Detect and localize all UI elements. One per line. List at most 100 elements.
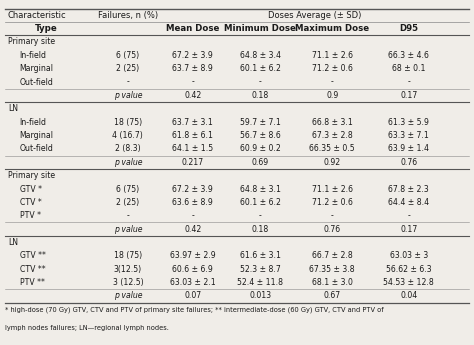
Text: 52.3 ± 8.7: 52.3 ± 8.7 (240, 265, 281, 274)
Text: -: - (259, 211, 262, 220)
Text: 63.9 ± 1.4: 63.9 ± 1.4 (388, 145, 429, 154)
Text: PTV **: PTV ** (19, 278, 45, 287)
Text: 60.6 ± 6.9: 60.6 ± 6.9 (173, 265, 213, 274)
Text: 56.7 ± 8.6: 56.7 ± 8.6 (240, 131, 281, 140)
Text: 59.7 ± 7.1: 59.7 ± 7.1 (240, 118, 281, 127)
Text: 71.2 ± 0.6: 71.2 ± 0.6 (312, 64, 353, 73)
Text: Failures, n (%): Failures, n (%) (98, 11, 158, 20)
Text: LN: LN (8, 238, 18, 247)
Text: 0.17: 0.17 (400, 91, 418, 100)
Text: 0.42: 0.42 (184, 225, 201, 234)
Text: -: - (259, 78, 262, 87)
Text: -: - (408, 211, 410, 220)
Text: 2 (25): 2 (25) (116, 64, 139, 73)
Text: p value: p value (114, 158, 142, 167)
Text: GTV **: GTV ** (19, 252, 46, 260)
Text: 63.7 ± 3.1: 63.7 ± 3.1 (173, 118, 213, 127)
Text: 0.04: 0.04 (400, 292, 418, 300)
Text: 61.6 ± 3.1: 61.6 ± 3.1 (240, 252, 281, 260)
Text: 0.69: 0.69 (252, 158, 269, 167)
Text: 56.62 ± 6.3: 56.62 ± 6.3 (386, 265, 432, 274)
Text: 0.76: 0.76 (401, 158, 418, 167)
Text: 66.3 ± 4.6: 66.3 ± 4.6 (388, 51, 429, 60)
Text: 60.1 ± 6.2: 60.1 ± 6.2 (240, 64, 281, 73)
Text: 0.217: 0.217 (182, 158, 204, 167)
Text: -: - (191, 211, 194, 220)
Text: 71.1 ± 2.6: 71.1 ± 2.6 (312, 51, 353, 60)
Text: 63.03 ± 3: 63.03 ± 3 (390, 252, 428, 260)
Text: 0.17: 0.17 (400, 225, 418, 234)
Text: 0.013: 0.013 (249, 292, 271, 300)
Text: 68.1 ± 3.0: 68.1 ± 3.0 (312, 278, 353, 287)
Text: Out-field: Out-field (19, 145, 54, 154)
Text: 63.6 ± 8.9: 63.6 ± 8.9 (173, 198, 213, 207)
Text: PTV *: PTV * (19, 211, 41, 220)
Text: 71.1 ± 2.6: 71.1 ± 2.6 (312, 185, 353, 194)
Text: -: - (191, 78, 194, 87)
Text: LN: LN (8, 104, 18, 113)
Text: p value: p value (114, 91, 142, 100)
Text: 66.35 ± 0.5: 66.35 ± 0.5 (310, 145, 355, 154)
Text: 0.07: 0.07 (184, 292, 201, 300)
Text: Mean Dose: Mean Dose (166, 24, 219, 33)
Text: 63.7 ± 8.9: 63.7 ± 8.9 (173, 64, 213, 73)
Text: In-field: In-field (19, 118, 46, 127)
Text: -: - (408, 78, 410, 87)
Text: 52.4 ± 11.8: 52.4 ± 11.8 (237, 278, 283, 287)
Text: 67.2 ± 3.9: 67.2 ± 3.9 (173, 185, 213, 194)
Text: 63.03 ± 2.1: 63.03 ± 2.1 (170, 278, 216, 287)
Text: 67.8 ± 2.3: 67.8 ± 2.3 (389, 185, 429, 194)
Text: 66.7 ± 2.8: 66.7 ± 2.8 (312, 252, 353, 260)
Text: 0.76: 0.76 (324, 225, 341, 234)
Text: In-field: In-field (19, 51, 46, 60)
Text: Primary site: Primary site (8, 171, 55, 180)
Text: 0.18: 0.18 (252, 91, 269, 100)
Text: Primary site: Primary site (8, 38, 55, 47)
Text: Marginal: Marginal (19, 64, 54, 73)
Text: 63.97 ± 2.9: 63.97 ± 2.9 (170, 252, 216, 260)
Text: 6 (75): 6 (75) (116, 51, 139, 60)
Text: 18 (75): 18 (75) (114, 252, 142, 260)
Text: 64.1 ± 1.5: 64.1 ± 1.5 (173, 145, 213, 154)
Text: 61.3 ± 5.9: 61.3 ± 5.9 (388, 118, 429, 127)
Text: -: - (331, 211, 334, 220)
Text: Characteristic: Characteristic (8, 11, 67, 20)
Text: 67.2 ± 3.9: 67.2 ± 3.9 (173, 51, 213, 60)
Text: -: - (127, 211, 129, 220)
Text: 6 (75): 6 (75) (116, 185, 139, 194)
Text: 67.35 ± 3.8: 67.35 ± 3.8 (310, 265, 355, 274)
Text: CTV *: CTV * (19, 198, 41, 207)
Text: Doses Average (± SD): Doses Average (± SD) (268, 11, 362, 20)
Text: 60.9 ± 0.2: 60.9 ± 0.2 (240, 145, 281, 154)
Text: 4 (16.7): 4 (16.7) (112, 131, 143, 140)
Text: -: - (331, 78, 334, 87)
Text: Minimum Dose: Minimum Dose (224, 24, 296, 33)
Text: -: - (127, 78, 129, 87)
Text: Out-field: Out-field (19, 78, 54, 87)
Text: 71.2 ± 0.6: 71.2 ± 0.6 (312, 198, 353, 207)
Text: 0.9: 0.9 (326, 91, 338, 100)
Text: Type: Type (35, 24, 58, 33)
Text: 64.8 ± 3.1: 64.8 ± 3.1 (240, 185, 281, 194)
Text: p value: p value (114, 292, 142, 300)
Text: 63.3 ± 7.1: 63.3 ± 7.1 (388, 131, 429, 140)
Text: 3(12.5): 3(12.5) (114, 265, 142, 274)
Text: 0.67: 0.67 (324, 292, 341, 300)
Text: 3 (12.5): 3 (12.5) (112, 278, 143, 287)
Text: lymph nodes failures; LN—regional lymph nodes.: lymph nodes failures; LN—regional lymph … (5, 325, 169, 331)
Text: * high-dose (70 Gy) GTV, CTV and PTV of primary site failures; ** intermediate-d: * high-dose (70 Gy) GTV, CTV and PTV of … (5, 306, 383, 313)
Text: 54.53 ± 12.8: 54.53 ± 12.8 (383, 278, 434, 287)
Text: GTV *: GTV * (19, 185, 42, 194)
Text: 2 (8.3): 2 (8.3) (115, 145, 141, 154)
Text: 61.8 ± 6.1: 61.8 ± 6.1 (173, 131, 213, 140)
Text: 0.18: 0.18 (252, 225, 269, 234)
Text: p value: p value (114, 225, 142, 234)
Text: 64.8 ± 3.4: 64.8 ± 3.4 (240, 51, 281, 60)
Text: 2 (25): 2 (25) (116, 198, 139, 207)
Text: 68 ± 0.1: 68 ± 0.1 (392, 64, 426, 73)
Text: 0.42: 0.42 (184, 91, 201, 100)
Text: 67.3 ± 2.8: 67.3 ± 2.8 (312, 131, 353, 140)
Text: Maximum Dose: Maximum Dose (295, 24, 369, 33)
Text: CTV **: CTV ** (19, 265, 45, 274)
Text: D95: D95 (400, 24, 419, 33)
